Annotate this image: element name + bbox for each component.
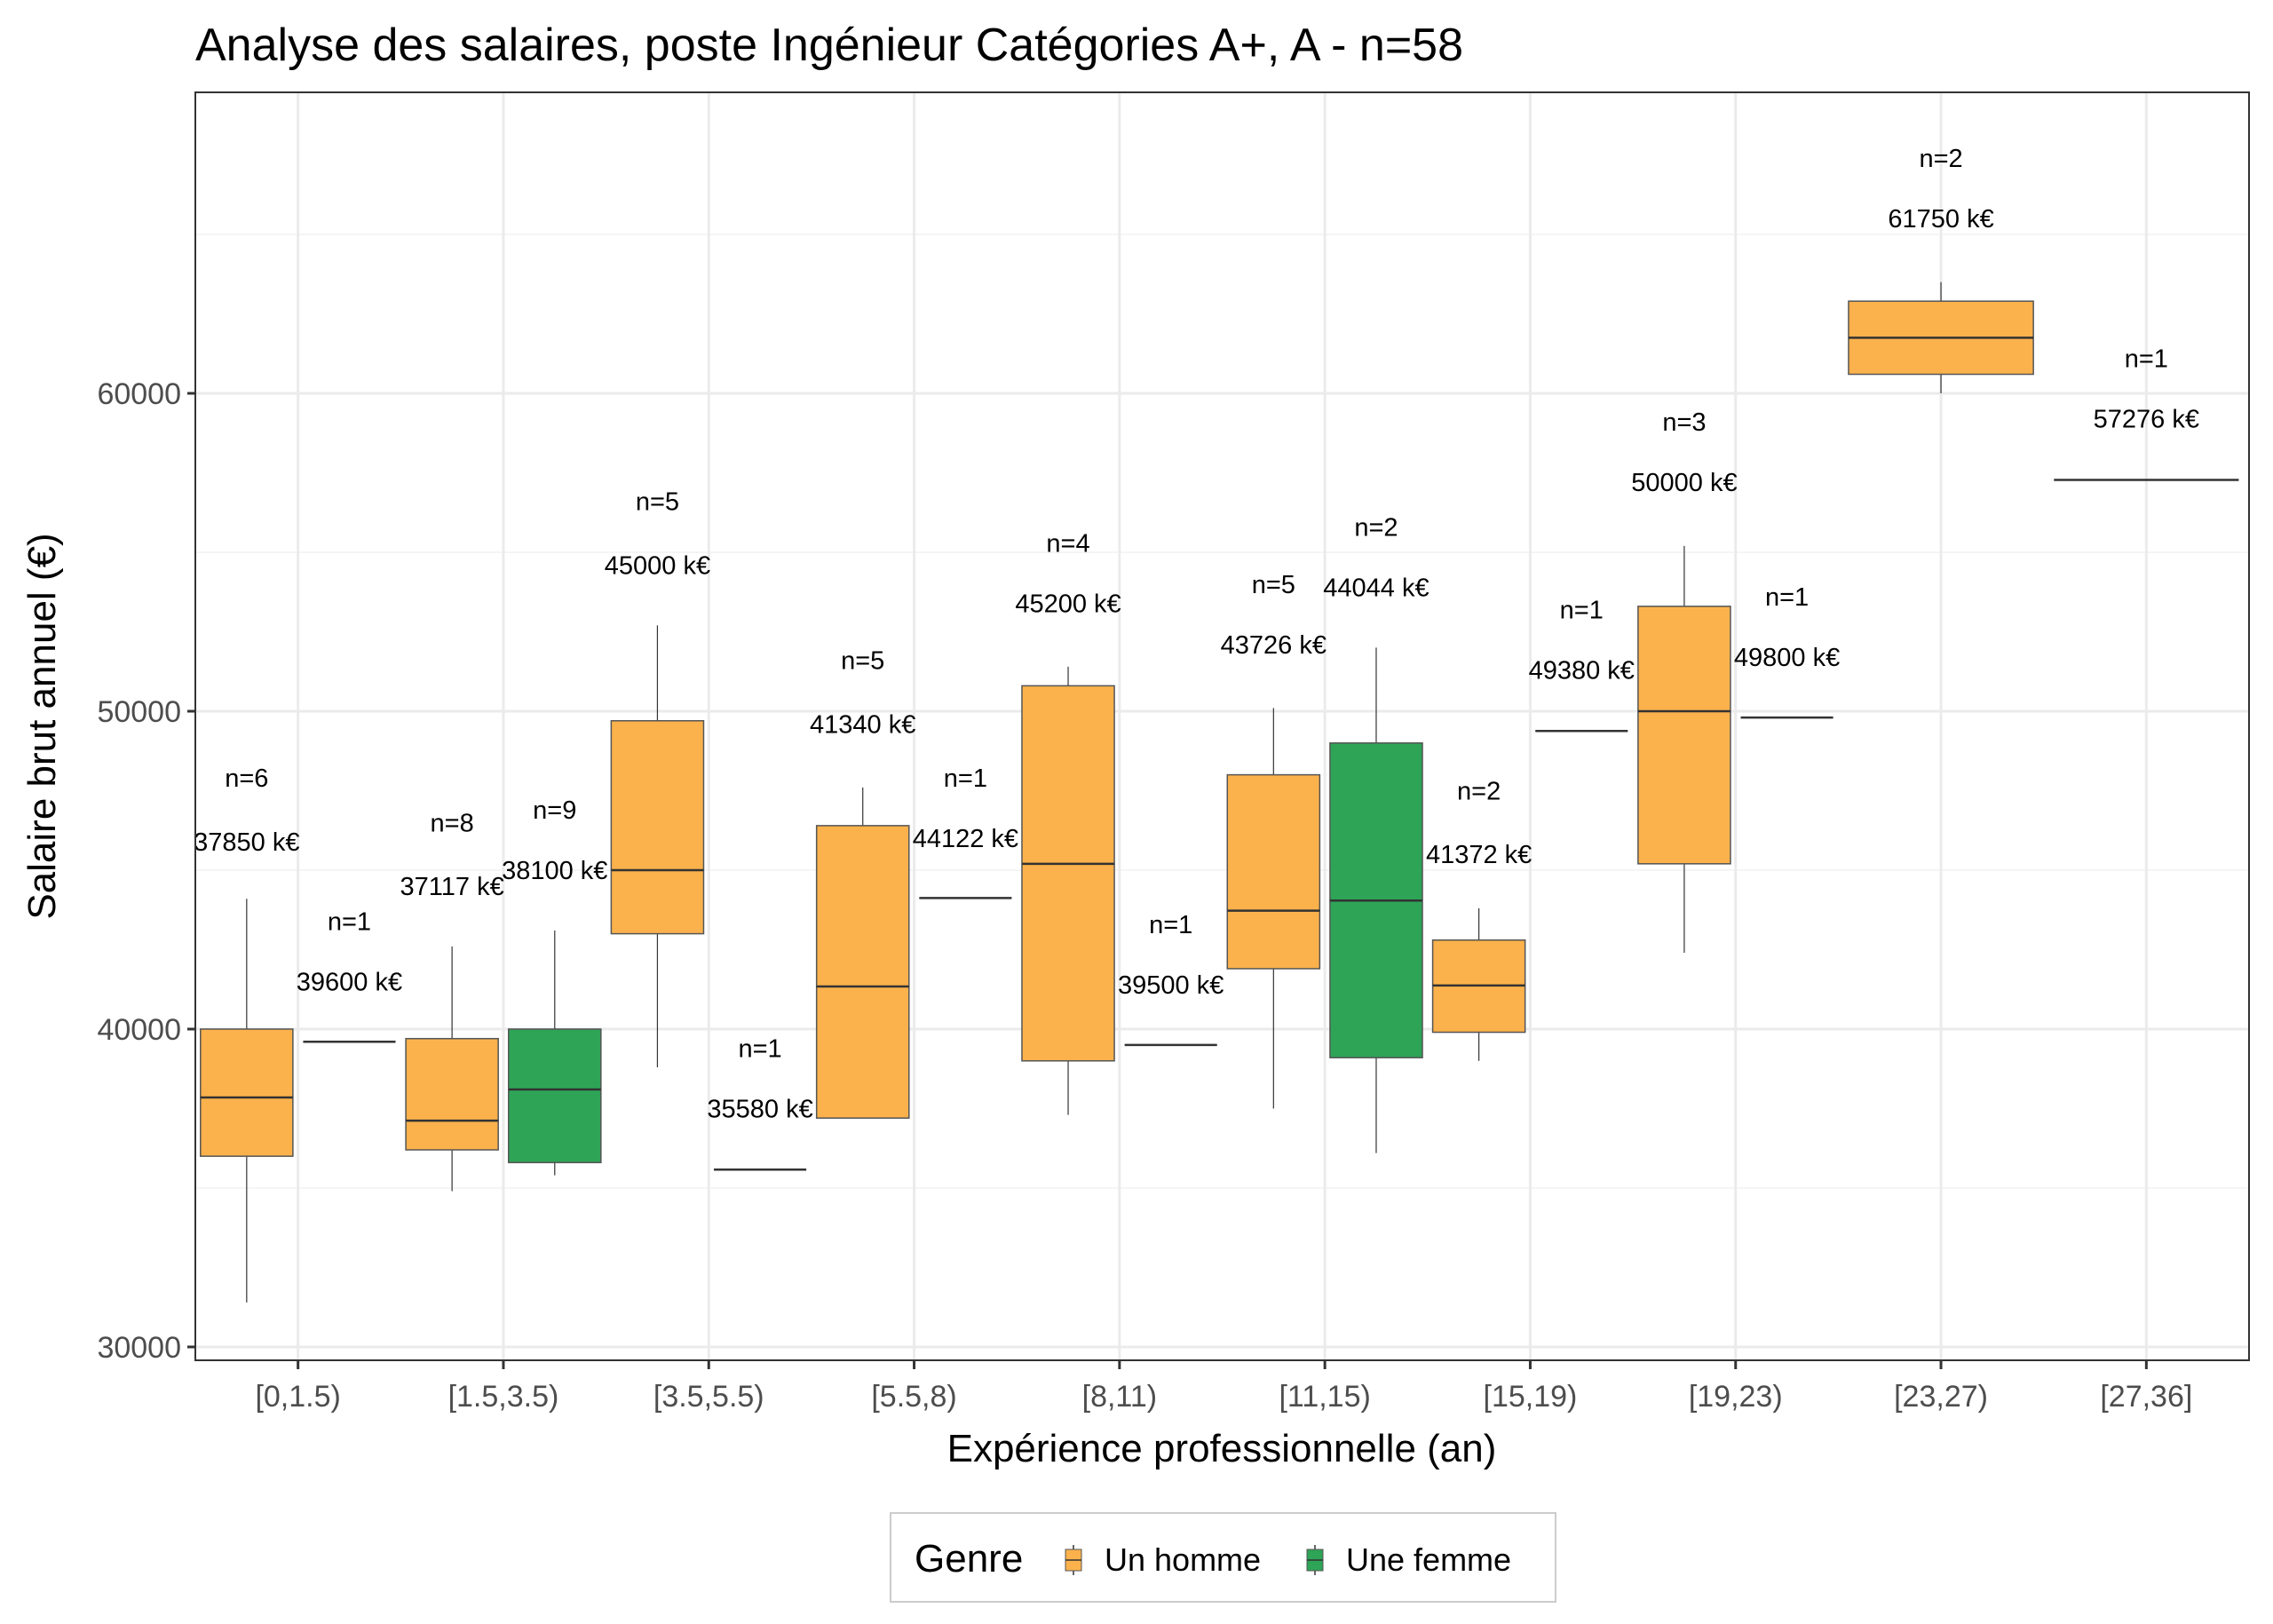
x-axis: [0,1.5) [1.5,3.5) [3.5,5.5) [5.5,8) [8,11) [1… <box>255 1360 2192 1414</box>
x-tick-label: [0,1.5) <box>255 1380 340 1414</box>
count-label: n=2 <box>1354 513 1398 542</box>
x-tick-label: [15,19) <box>1484 1380 1578 1414</box>
box-iqr <box>1226 773 1321 970</box>
box-un-homme <box>1226 708 1321 1109</box>
x-tick-label: [23,27) <box>1894 1380 1988 1414</box>
median-value-label: 44044 k€ <box>1323 574 1429 602</box>
count-label: n=3 <box>1662 408 1706 437</box>
box-un-homme <box>1848 281 2034 394</box>
median-value-label: 39500 k€ <box>1118 971 1224 1000</box>
median-value-label: 39600 k€ <box>297 968 402 996</box>
box-un-homme <box>1637 545 1731 954</box>
box-iqr <box>405 1037 499 1151</box>
legend-label-femme: Une femme <box>1346 1541 1511 1578</box>
median-value-label: 44122 k€ <box>913 825 1018 853</box>
median-value-label: 37117 k€ <box>400 873 504 901</box>
y-tick-label: 40000 <box>97 1013 181 1047</box>
box-un-homme <box>405 946 499 1192</box>
median-value-label: 35580 k€ <box>707 1095 812 1123</box>
boxes <box>200 281 2239 1303</box>
median-value-label: 37850 k€ <box>194 828 299 857</box>
x-tick-label: [8,11) <box>1082 1380 1157 1414</box>
y-axis: 30000 40000 50000 60000 <box>97 377 195 1365</box>
median-value-label: 57276 k€ <box>2094 406 2199 434</box>
count-label: n=5 <box>841 647 884 676</box>
box-un-homme <box>815 787 910 1119</box>
legend-box <box>890 1512 1556 1603</box>
annotations: 37850 k€ n=6 37117 k€ n=8 45000 k€ n=5 41340 k… <box>194 145 2199 1123</box>
median-value-label: 41372 k€ <box>1426 841 1532 869</box>
y-tick-label: 50000 <box>97 695 181 729</box>
x-tick-label: [27,36] <box>2100 1380 2192 1414</box>
box-un-homme <box>1431 907 1526 1061</box>
legend: Genre Un homme Une femme <box>890 1512 1556 1603</box>
box-iqr <box>815 825 910 1119</box>
median-value-label: 45200 k€ <box>1015 590 1121 618</box>
box-un-homme <box>610 625 705 1067</box>
box-iqr <box>200 1028 294 1157</box>
box-une-femme <box>507 931 602 1176</box>
count-label: n=1 <box>1560 596 1604 624</box>
box-une-femme <box>1329 647 1423 1153</box>
box-iqr <box>507 1028 602 1164</box>
count-label: n=2 <box>1919 145 1962 173</box>
median-value-label: 41340 k€ <box>810 710 915 739</box>
count-label: n=1 <box>328 907 371 936</box>
y-tick-label: 60000 <box>97 377 181 411</box>
count-label: n=9 <box>533 796 576 825</box>
count-label: n=6 <box>225 764 268 793</box>
count-label: n=1 <box>944 764 987 793</box>
legend-item-une-femme: Une femme <box>1306 1541 1511 1578</box>
median-value-label: 50000 k€ <box>1631 469 1737 497</box>
box-iqr <box>610 719 705 935</box>
box-un-homme <box>1021 666 1115 1115</box>
legend-title: Genre <box>915 1537 1023 1580</box>
count-label: n=1 <box>1149 911 1192 939</box>
y-tick-label: 30000 <box>97 1331 181 1365</box>
count-label: n=1 <box>738 1034 781 1063</box>
x-axis-title: Expérience professionnelle (an) <box>947 1427 1497 1470</box>
x-tick-label: [11,15) <box>1279 1380 1370 1414</box>
x-tick-label: [19,23) <box>1689 1380 1783 1414</box>
legend-item-un-homme: Un homme <box>1065 1541 1261 1578</box>
chart-title: Analyse des salaires, poste Ingénieur Ca… <box>195 20 1463 71</box>
x-tick-label: [1.5,3.5) <box>448 1380 559 1414</box>
median-value-label: 45000 k€ <box>605 551 710 580</box>
legend-label-homme: Un homme <box>1105 1541 1261 1578</box>
count-label: n=5 <box>1252 571 1295 599</box>
median-value-label: 61750 k€ <box>1888 205 1993 234</box>
x-tick-label: [5.5,8) <box>871 1380 956 1414</box>
count-label: n=8 <box>431 809 474 837</box>
median-value-label: 38100 k€ <box>502 857 607 885</box>
x-tick-label: [3.5,5.5) <box>653 1380 764 1414</box>
median-value-label: 43726 k€ <box>1221 631 1327 660</box>
median-value-label: 49380 k€ <box>1529 656 1635 685</box>
count-label: n=2 <box>1457 777 1501 805</box>
box-un-homme <box>200 899 294 1303</box>
y-axis-title: Salaire brut annuel (€) <box>20 533 64 919</box>
count-label: n=4 <box>1046 529 1089 558</box>
box-iqr <box>1021 685 1115 1062</box>
median-value-label: 49800 k€ <box>1734 644 1840 672</box>
count-label: n=1 <box>1765 583 1809 612</box>
count-label: n=5 <box>636 488 679 517</box>
plot-panel-border <box>194 91 2250 1361</box>
box-iqr <box>1637 606 1731 865</box>
count-label: n=1 <box>2125 345 2168 374</box>
